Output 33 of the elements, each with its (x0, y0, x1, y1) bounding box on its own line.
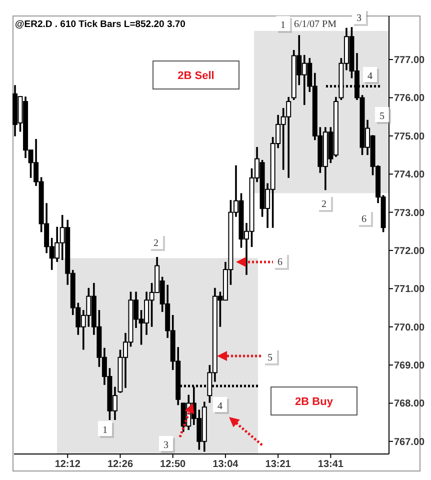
annotation: 2B Sell (178, 70, 214, 82)
annotation: 1 (280, 20, 286, 31)
x-tick-label: 13:41 (318, 459, 344, 470)
y-tick-label: 777.00 (394, 55, 426, 66)
x-tick-label: 13:04 (212, 459, 239, 470)
annotation: 2 (154, 238, 158, 249)
y-tick-label: 772.00 (394, 246, 426, 257)
annotation: 6 (278, 256, 282, 268)
y-tick-label: 771.00 (394, 284, 426, 296)
y-tick-label: 775.00 (394, 131, 426, 142)
chart-title: @ER2.D . 610 Tick Bars L=852.20 3.70 (15, 19, 186, 30)
annotation: 4 (368, 71, 372, 82)
x-tick-label: 12:50 (160, 459, 186, 470)
annotation: 5 (380, 111, 384, 122)
y-tick-label: 774.00 (394, 170, 426, 181)
y-tick-label: 767.00 (394, 436, 426, 448)
chart-subtitle: 6/1/07 PM (294, 19, 337, 30)
annotation: 2 (322, 199, 326, 210)
y-tick-label: 776.00 (394, 93, 426, 104)
annotation: 4 (218, 401, 222, 412)
annotation: 6 (362, 214, 366, 225)
annotation: 3 (356, 13, 362, 24)
x-tick-label: 13:21 (265, 459, 292, 470)
x-tick-label: 12:12 (54, 459, 81, 470)
annotation: 2B Buy (295, 396, 334, 408)
y-tick-label: 769.00 (394, 360, 426, 372)
annotation: 5 (268, 352, 272, 364)
annotation: 1 (102, 425, 108, 436)
y-tick-label: 773.00 (394, 208, 426, 219)
y-tick-label: 768.00 (394, 398, 426, 410)
y-tick-label: 770.00 (394, 322, 426, 334)
x-tick-label: 12:26 (107, 459, 134, 470)
annotation: 3 (164, 440, 168, 451)
